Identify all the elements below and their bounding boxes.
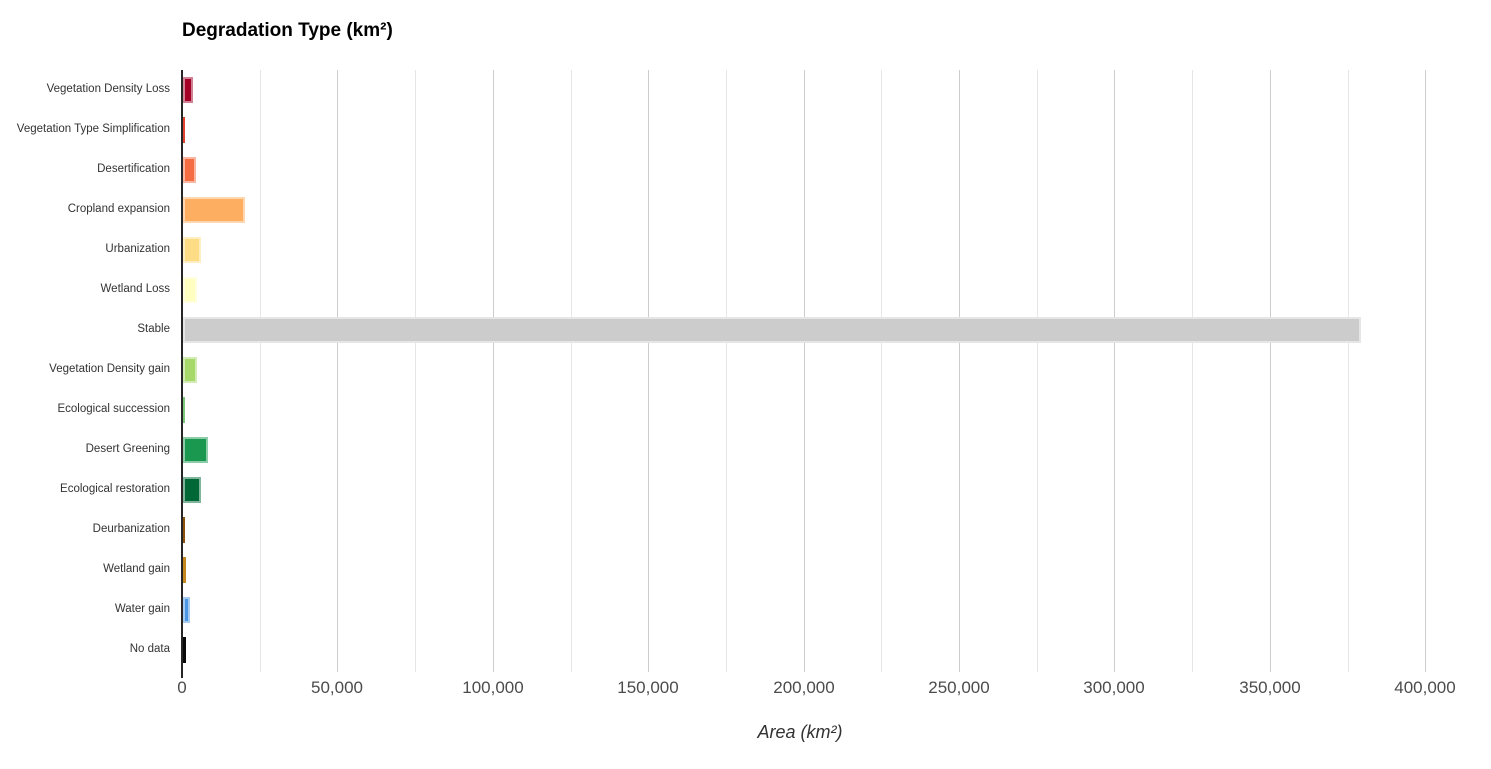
- category-label-ecological-restoration: Ecological restoration: [60, 483, 170, 495]
- major-gridline-250000: [959, 70, 960, 672]
- minor-gridline-175000: [726, 70, 727, 672]
- minor-gridline-225000: [881, 70, 882, 672]
- bar-desertification: [183, 157, 196, 183]
- category-label-wetland-loss: Wetland Loss: [100, 283, 170, 295]
- major-gridline-300000: [1114, 70, 1115, 672]
- x-tick-label-250000: 250,000: [928, 678, 990, 697]
- y-axis-line: [181, 70, 183, 672]
- bar-ecological-succession: [183, 397, 185, 423]
- bar-wetland-gain: [183, 557, 186, 583]
- x-tick-label-50000: 50,000: [311, 678, 363, 697]
- minor-gridline-75000: [415, 70, 416, 672]
- category-label-desertification: Desertification: [97, 163, 170, 175]
- major-gridline-50000: [337, 70, 338, 672]
- x-tick-label-150000: 150,000: [617, 678, 679, 697]
- category-label-urbanization: Urbanization: [105, 243, 170, 255]
- major-gridline-150000: [648, 70, 649, 672]
- minor-gridline-275000: [1037, 70, 1038, 672]
- x-axis-zero-tick: [181, 672, 183, 678]
- category-label-vegetation-density-loss: Vegetation Density Loss: [46, 83, 170, 95]
- major-gridline-400000: [1425, 70, 1426, 672]
- x-tick-label-350000: 350,000: [1239, 678, 1301, 697]
- minor-gridline-325000: [1192, 70, 1193, 672]
- major-gridline-100000: [493, 70, 494, 672]
- category-label-water-gain: Water gain: [114, 603, 170, 615]
- bar-wetland-loss: [183, 277, 197, 303]
- minor-gridline-25000: [260, 70, 261, 672]
- category-label-vegetation-density-gain: Vegetation Density gain: [49, 363, 170, 375]
- x-tick-label-400000: 400,000: [1394, 678, 1456, 697]
- x-tick-label-0: 0: [177, 678, 187, 697]
- category-label-no-data: No data: [129, 643, 170, 655]
- x-axis-title: Area (km²): [757, 722, 843, 742]
- category-label-wetland-gain: Wetland gain: [103, 563, 170, 575]
- category-label-cropland-expansion: Cropland expansion: [67, 203, 170, 215]
- category-label-deurbanization: Deurbanization: [92, 523, 170, 535]
- bar-vegetation-density-gain: [183, 357, 197, 383]
- category-label-ecological-succession: Ecological succession: [57, 403, 170, 415]
- bar-no-data: [183, 637, 186, 663]
- bar-water-gain: [183, 597, 190, 623]
- bar-stable: [183, 317, 1361, 343]
- category-label-vegetation-type-simplification: Vegetation Type Simplification: [16, 123, 170, 135]
- bar-ecological-restoration: [183, 477, 201, 503]
- bar-desert-greening: [183, 437, 208, 463]
- major-gridline-200000: [804, 70, 805, 672]
- category-label-desert-greening: Desert Greening: [85, 443, 170, 455]
- x-tick-label-200000: 200,000: [773, 678, 835, 697]
- bar-vegetation-density-loss: [183, 77, 193, 103]
- minor-gridline-375000: [1348, 70, 1349, 672]
- bar-cropland-expansion: [183, 197, 245, 223]
- x-tick-label-100000: 100,000: [462, 678, 524, 697]
- bar-deurbanization: [183, 517, 185, 543]
- chart-title: Degradation Type (km²): [182, 20, 393, 41]
- x-tick-label-300000: 300,000: [1083, 678, 1145, 697]
- minor-gridline-125000: [571, 70, 572, 672]
- plot-area: [182, 70, 1460, 672]
- bar-vegetation-type-simplification: [183, 117, 185, 143]
- bar-urbanization: [183, 237, 201, 263]
- category-label-stable: Stable: [137, 323, 170, 335]
- major-gridline-350000: [1270, 70, 1271, 672]
